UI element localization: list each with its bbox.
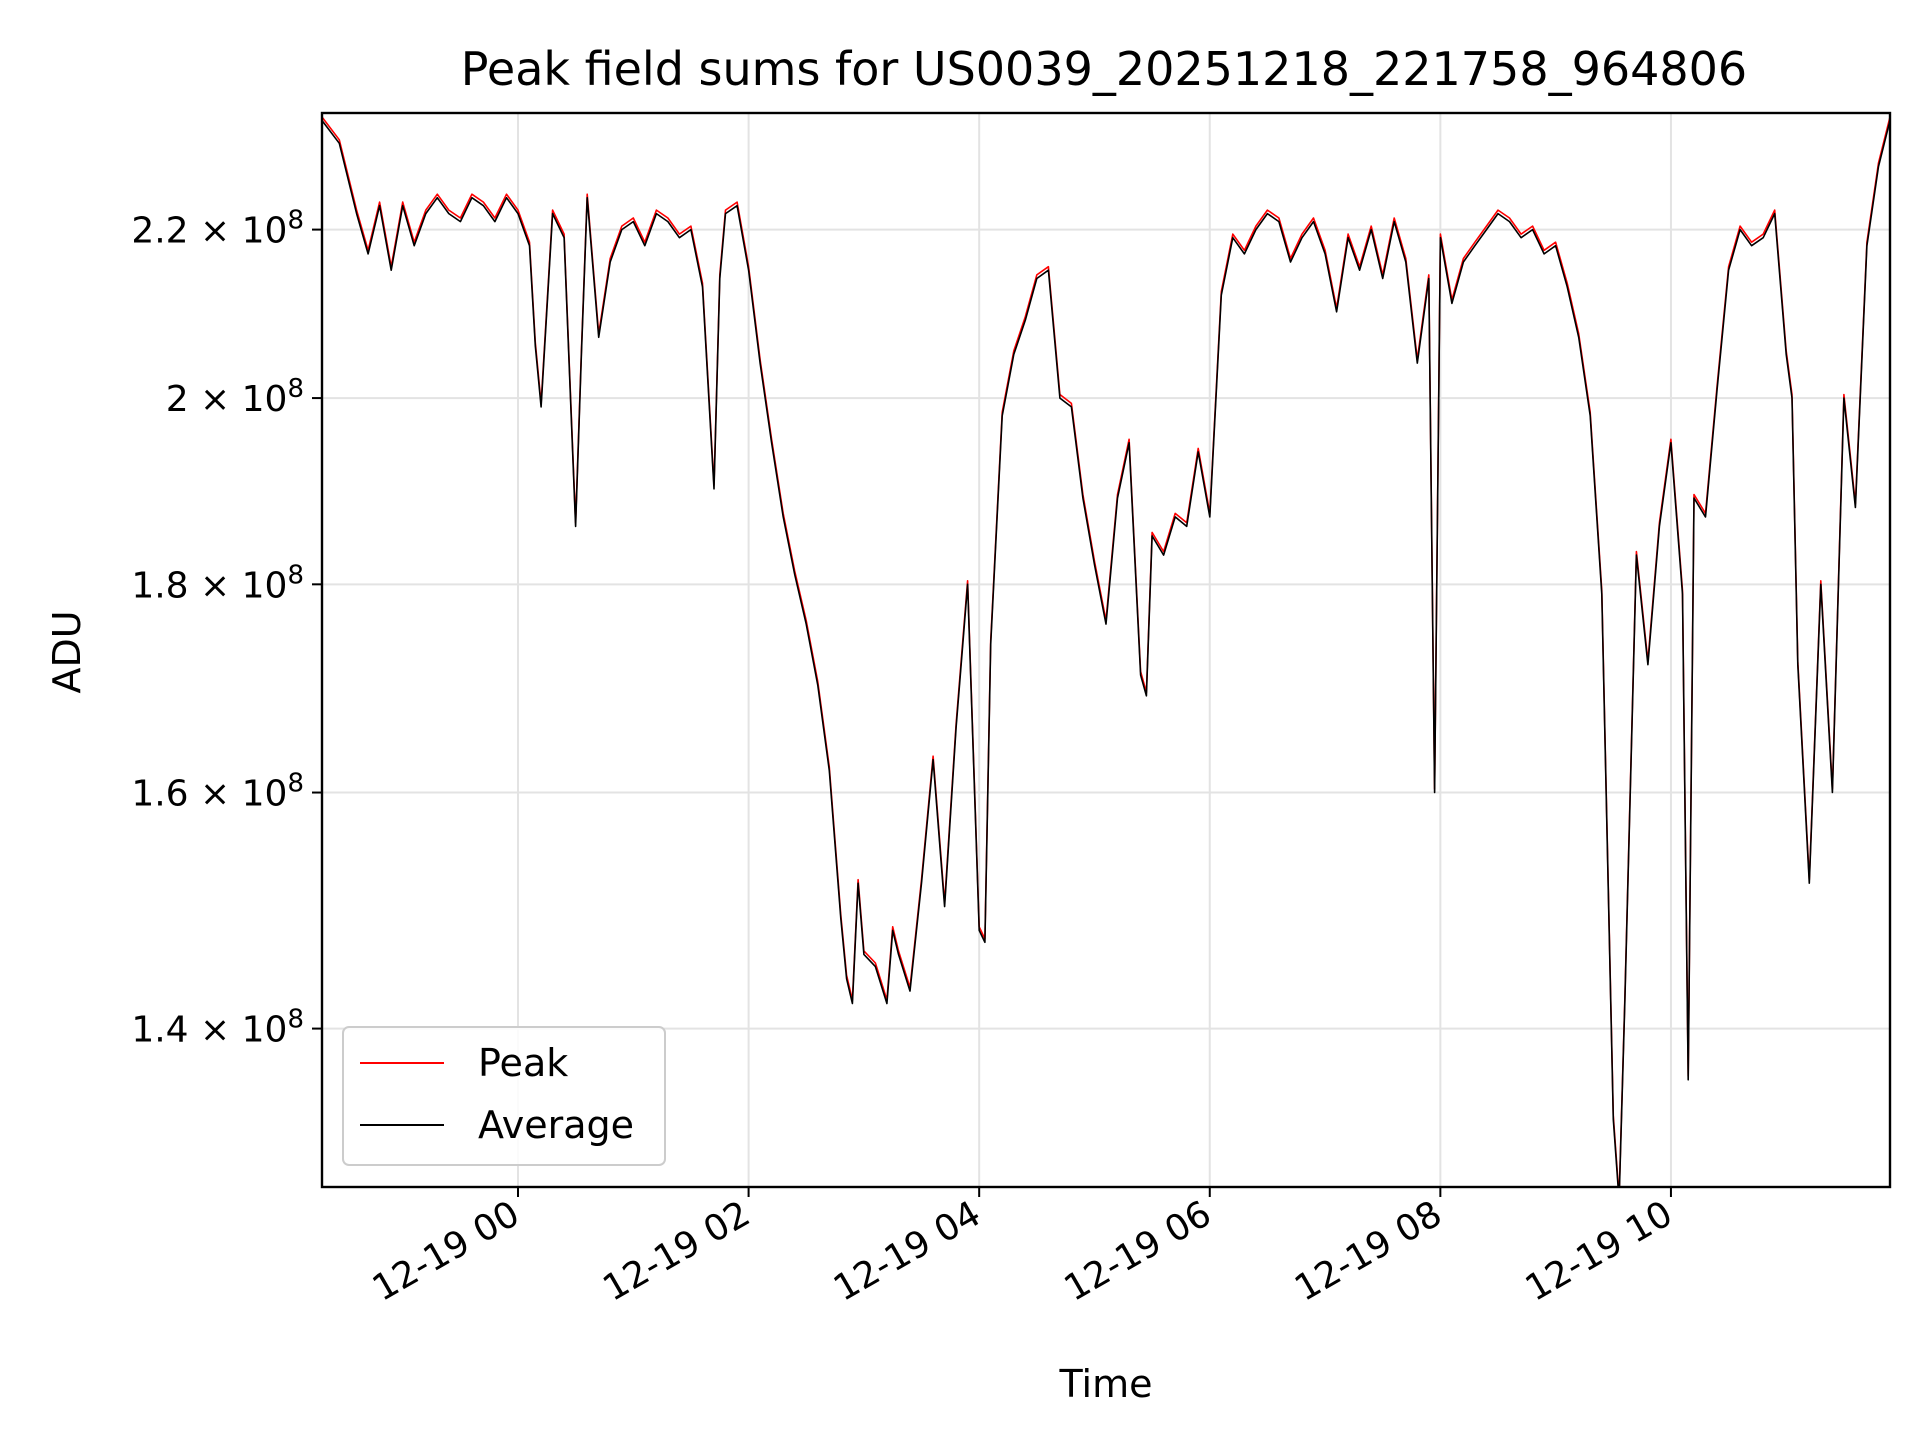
y-tick-label: 1.4 × 108 [131,1005,304,1051]
series-lines [322,116,1890,1187]
series-line-average [322,120,1890,1187]
plot-frame [320,111,1892,1189]
y-axis-label: ADU [45,610,89,693]
legend: Peak Average [342,1026,666,1166]
y-tick-label: 2.2 × 108 [131,206,304,252]
y-tick-label: 2 × 108 [166,374,304,420]
y-tick-label: 1.6 × 108 [131,769,304,815]
y-axis: 1.4 × 108 1.6 × 108 1.8 × 108 2 × 108 2.2 × … [131,206,322,1051]
y-tick-label: 1.8 × 108 [131,560,304,606]
legend-peak-label: Peak [478,1041,568,1085]
chart-title: Peak field sums for US0039_20251218_2217… [461,42,1747,96]
x-axis-label: Time [1059,1362,1153,1406]
grid [322,113,1890,1187]
legend-box [342,1026,666,1166]
legend-average-label: Average [478,1103,634,1147]
